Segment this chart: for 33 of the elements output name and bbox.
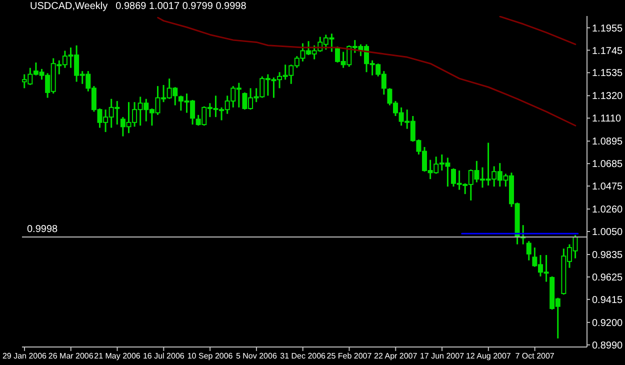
x-tick-label: 12 Aug 2007 <box>466 352 512 361</box>
y-tick-label: 0.9625 <box>592 272 624 284</box>
y-tick-label: 1.1320 <box>592 91 624 102</box>
line-series <box>157 16 576 126</box>
y-tick-label: 0.8990 <box>592 340 624 352</box>
y-tick-label: 1.0895 <box>592 136 624 148</box>
candlestick <box>526 240 532 262</box>
x-tick-label: 22 Apr 2007 <box>374 352 418 361</box>
y-tick-label: 1.1110 <box>592 114 622 125</box>
x-tick-label: 5 Nov 2006 <box>236 352 278 361</box>
x-tick-label: 29 Jan 2006 <box>2 352 48 361</box>
y-tick-label: 1.0260 <box>592 204 624 216</box>
x-tick-label: 10 Sep 2006 <box>187 352 234 361</box>
chart-title: USDCAD,Weekly <box>30 1 108 12</box>
y-tick-label: 1.1745 <box>592 46 624 57</box>
x-tick-label: 17 Jun 2007 <box>420 352 465 361</box>
x-tick-label: 21 May 2006 <box>94 352 141 361</box>
y-tick-label: 1.1955 <box>592 23 624 34</box>
chart-subtitle: 0.9869 1.0017 0.9799 0.9998 <box>116 1 246 12</box>
ref-line-label: 0.9998 <box>27 224 58 236</box>
y-tick-label: 0.9415 <box>592 294 624 306</box>
x-tick-label: 16 Jul 2006 <box>142 352 185 361</box>
x-tick-label: 26 Mar 2006 <box>48 352 94 361</box>
y-tick-label: 1.0050 <box>592 227 624 238</box>
x-tick-label: 7 Oct 2007 <box>515 352 555 361</box>
x-tick-label: 31 Dec 2006 <box>280 352 326 361</box>
y-tick-label: 0.9200 <box>592 318 624 329</box>
y-tick-label: 0.9835 <box>592 250 624 262</box>
x-tick-label: 25 Feb 2007 <box>326 352 372 361</box>
line-series <box>499 16 576 46</box>
y-tick-label: 1.0475 <box>592 182 624 193</box>
y-tick-label: 1.1535 <box>592 68 624 80</box>
y-tick-label: 1.0685 <box>592 159 624 170</box>
